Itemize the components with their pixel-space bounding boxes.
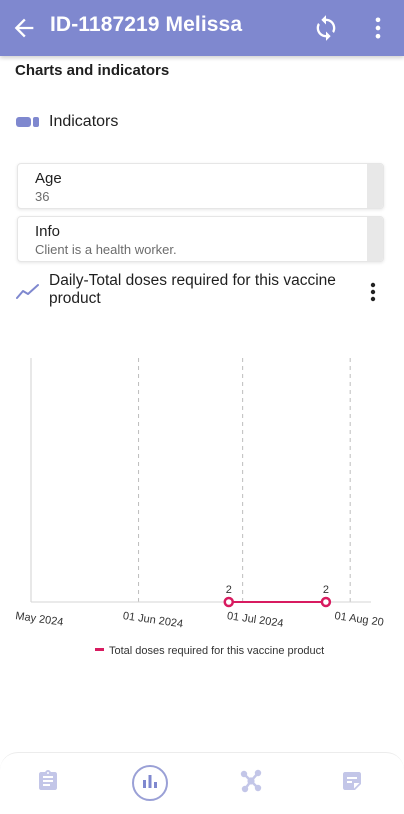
age-value: 36 xyxy=(35,189,49,204)
chart-title: Daily-Total doses required for this vacc… xyxy=(49,272,349,308)
chart-more-icon[interactable] xyxy=(362,280,384,304)
chart-data-point xyxy=(322,598,330,606)
bottom-navigation xyxy=(0,752,404,814)
chart-legend-swatch xyxy=(95,648,104,651)
back-arrow-icon[interactable] xyxy=(10,14,38,42)
graph-network-icon xyxy=(238,768,264,799)
sync-icon[interactable] xyxy=(312,14,340,42)
clipboard-icon xyxy=(36,769,60,798)
info-value: Client is a health worker. xyxy=(35,242,177,257)
note-icon xyxy=(340,769,364,798)
chart-x-tick-label: 01 Jul 2024 xyxy=(226,610,284,630)
app-bar: ID-1187219 Melissa xyxy=(0,0,404,56)
nav-network[interactable] xyxy=(233,765,269,801)
chart-svg: May 2024 01 Jun 2024 01 Jul 2024 01 Aug 20 2… xyxy=(0,340,404,670)
section-title: Charts and indicators xyxy=(15,62,169,79)
indicators-icon xyxy=(16,116,40,128)
chart-x-tick-label: May 2024 xyxy=(15,610,65,629)
indicators-toggle[interactable]: Indicators xyxy=(16,110,118,134)
chart-x-tick-label: 01 Jun 2024 xyxy=(122,610,184,630)
page-title: ID-1187219 Melissa xyxy=(50,13,242,37)
chart-legend-label: Total doses required for this vaccine pr… xyxy=(109,645,324,657)
age-card: Age 36 xyxy=(17,163,384,209)
nav-charts[interactable] xyxy=(132,765,168,801)
chart-x-tick-label: 01 Aug 20 xyxy=(334,610,385,629)
chart-data-label: 2 xyxy=(323,584,329,596)
age-label: Age xyxy=(35,170,62,187)
card-scrollbar[interactable] xyxy=(367,164,383,208)
chart-data-label: 2 xyxy=(226,584,232,596)
indicators-label: Indicators xyxy=(49,113,118,131)
nav-clipboard[interactable] xyxy=(30,765,66,801)
trend-line-icon xyxy=(16,282,40,300)
more-options-icon[interactable] xyxy=(364,14,392,42)
bar-chart-icon xyxy=(140,771,160,796)
info-card: Info Client is a health worker. xyxy=(17,216,384,262)
info-label: Info xyxy=(35,223,60,240)
nav-notes[interactable] xyxy=(334,765,370,801)
line-chart: May 2024 01 Jun 2024 01 Jul 2024 01 Aug 20 2… xyxy=(0,340,404,670)
card-scrollbar[interactable] xyxy=(367,217,383,261)
chart-data-point xyxy=(225,598,233,606)
